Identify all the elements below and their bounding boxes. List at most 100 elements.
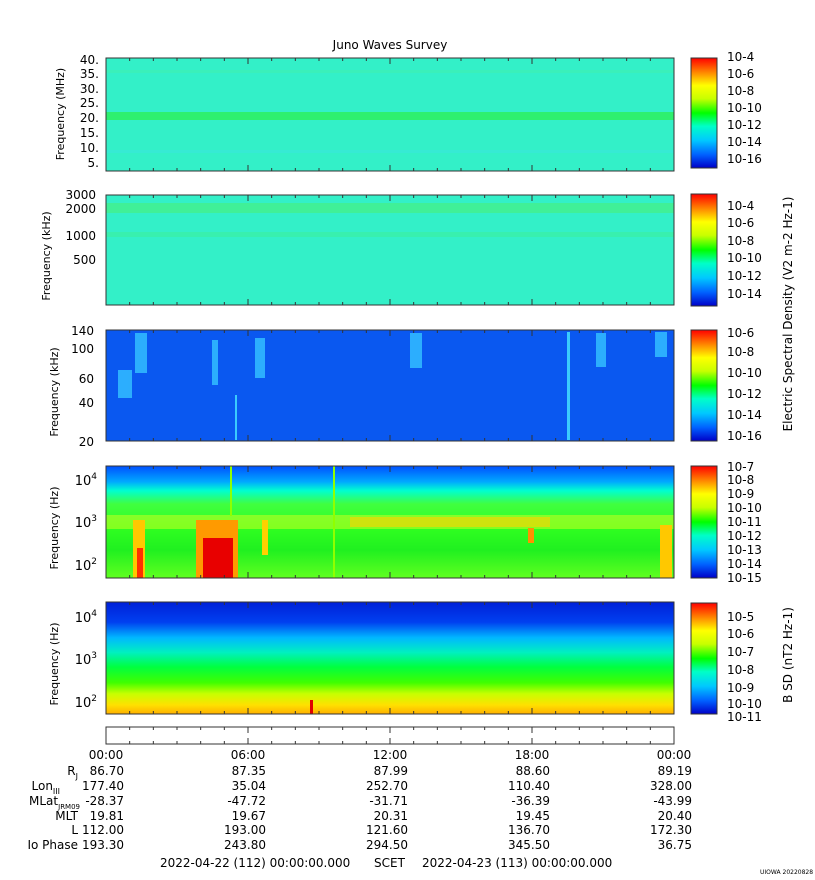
ephem-value: 89.19 [658, 764, 692, 778]
colorbar-3-gradient [690, 329, 718, 442]
ephem-value: 19.45 [516, 809, 550, 823]
colorbar-tick: 10-6 [727, 326, 754, 340]
emission-patch [255, 338, 265, 378]
emission-patch [212, 340, 218, 385]
footer-credit: UIOWA 20220828 [760, 869, 813, 876]
ephem-value: 193.30 [82, 838, 124, 852]
y-tick-label: 100 [71, 342, 94, 356]
ephem-value: 193.00 [224, 823, 266, 837]
colorbar-tick: 10-5 [727, 610, 754, 624]
ephem-value: 20.40 [658, 809, 692, 823]
colorbar-4: 10-7 10-8 10-9 10-10 10-11 10-12 10-13 1… [690, 460, 762, 585]
colorbar-tick: 10-15 [727, 571, 762, 585]
colorbar-tick: 10-8 [727, 234, 754, 248]
electric-colorbar-label: Electric Spectral Density (V2 m-2 Hz-1) [781, 197, 795, 432]
ephem-value: 88.60 [516, 764, 550, 778]
y-tick-label: 104 [75, 472, 98, 489]
panel-hz-e: Frequency (Hz) 104 103 102 [48, 465, 675, 579]
ephem-value: -28.37 [85, 794, 124, 808]
footer-end-time: 2022-04-23 (113) 00:00:00.000 [422, 856, 612, 870]
panel-low-frequency-e: Frequency (kHz) 140 100 60 40 20 [48, 324, 675, 449]
y-tick-label: 40 [79, 396, 94, 410]
ephem-value: 172.30 [650, 823, 692, 837]
y-tick-label: 40. [80, 53, 99, 67]
footer-scet: SCET [374, 856, 406, 870]
y-tick-label: 3000 [65, 188, 96, 202]
ephemeris-table: RJ LonIII MLatJRM09 MLT L Io Phase [27, 764, 80, 852]
panel-hz-b: Frequency (Hz) 104 103 102 [48, 601, 675, 715]
ephem-value: 20.31 [374, 809, 408, 823]
time-axis-labels: 00:00 06:00 12:00 18:00 00:00 [89, 748, 692, 762]
footer: 2022-04-22 (112) 00:00:00.000 SCET 2022-… [160, 856, 813, 876]
colorbar-tick: 10-9 [727, 487, 754, 501]
y-tick-label: 30. [80, 82, 99, 96]
colorbar-tick: 10-9 [727, 681, 754, 695]
panel-4-emissions [106, 466, 674, 578]
colorbar-1: 10-4 10-6 10-8 10-10 10-12 10-14 10-16 [690, 50, 762, 169]
emission-patch [410, 333, 422, 368]
ephem-value: 36.75 [658, 838, 692, 852]
colorbar-2: 10-4 10-6 10-8 10-10 10-12 10-14 [690, 193, 762, 307]
colorbar-tick: 10-10 [727, 101, 762, 115]
time-tick-label: 06:00 [231, 748, 266, 762]
emission-spike [567, 332, 570, 440]
colorbar-tick: 10-16 [727, 429, 762, 443]
emission-patch [262, 520, 268, 555]
colorbar-tick: 10-11 [727, 710, 762, 724]
emission-patch [528, 528, 534, 543]
ephem-value: 345.50 [508, 838, 550, 852]
y-tick-label: 20 [79, 435, 94, 449]
ephem-value: 294.50 [366, 838, 408, 852]
row-label-mlt: MLT [55, 809, 78, 823]
y-tick-label: 5. [88, 156, 99, 170]
colorbar-tick: 10-11 [727, 515, 762, 529]
colorbar-1-gradient [690, 57, 718, 169]
emission-spike [235, 395, 237, 440]
footer-start-time: 2022-04-22 (112) 00:00:00.000 [160, 856, 350, 870]
ephem-value: 252.70 [366, 779, 408, 793]
panel-1-band-low [106, 150, 674, 153]
colorbar-tick: 10-8 [727, 663, 754, 677]
ephem-value: 243.80 [224, 838, 266, 852]
ephem-value: 87.35 [232, 764, 266, 778]
colorbar-tick: 10-10 [727, 366, 762, 380]
emission-patch [135, 333, 147, 373]
y-tick-label: 103 [75, 514, 97, 531]
panel-2-band-2000khz [106, 203, 674, 213]
ephem-value: 19.67 [232, 809, 266, 823]
time-tick-label: 00:00 [89, 748, 124, 762]
ephem-value: -43.99 [653, 794, 692, 808]
colorbar-tick: 10-13 [727, 543, 762, 557]
colorbar-tick: 10-14 [727, 408, 762, 422]
y-tick-label: 102 [75, 694, 97, 711]
colorbar-tick: 10-12 [727, 269, 762, 283]
colorbar-3: 10-6 10-8 10-10 10-12 10-14 10-16 [690, 326, 762, 443]
time-tick-label: 00:00 [657, 748, 692, 762]
colorbar-tick: 10-4 [727, 199, 754, 213]
colorbar-tick: 10-14 [727, 135, 762, 149]
colorbar-tick: 10-8 [727, 345, 754, 359]
chart-title: Juno Waves Survey [332, 38, 448, 52]
ephem-value: 328.00 [650, 779, 692, 793]
colorbar-tick: 10-10 [727, 697, 762, 711]
ephem-value: -31.71 [369, 794, 408, 808]
emission-patch [118, 370, 132, 398]
colorbar-tick: 10-4 [727, 50, 754, 64]
panel-3-background [106, 330, 674, 441]
y-tick-label: 103 [75, 651, 97, 668]
colorbar-tick: 10-12 [727, 118, 762, 132]
emission-patch [660, 525, 672, 578]
panel-3-ylabel: Frequency (kHz) [48, 347, 61, 436]
panel-5-ylabel: Frequency (Hz) [48, 623, 61, 706]
colorbar-tick: 10-12 [727, 529, 762, 543]
colorbar-tick: 10-10 [727, 251, 762, 265]
ephem-value: 19.81 [90, 809, 124, 823]
panel-3-emissions [118, 332, 667, 440]
ephem-value: 110.40 [508, 779, 550, 793]
panel-high-frequency: Frequency (MHz) 40. 35. 30. 25. 20. 15. … [54, 53, 675, 172]
colorbar-4-gradient [690, 465, 718, 579]
ephem-value: -47.72 [227, 794, 266, 808]
colorbar-5-gradient [690, 602, 718, 715]
panel-1-yticks: 40. 35. 30. 25. 20. 15. 10. 5. [80, 53, 99, 170]
